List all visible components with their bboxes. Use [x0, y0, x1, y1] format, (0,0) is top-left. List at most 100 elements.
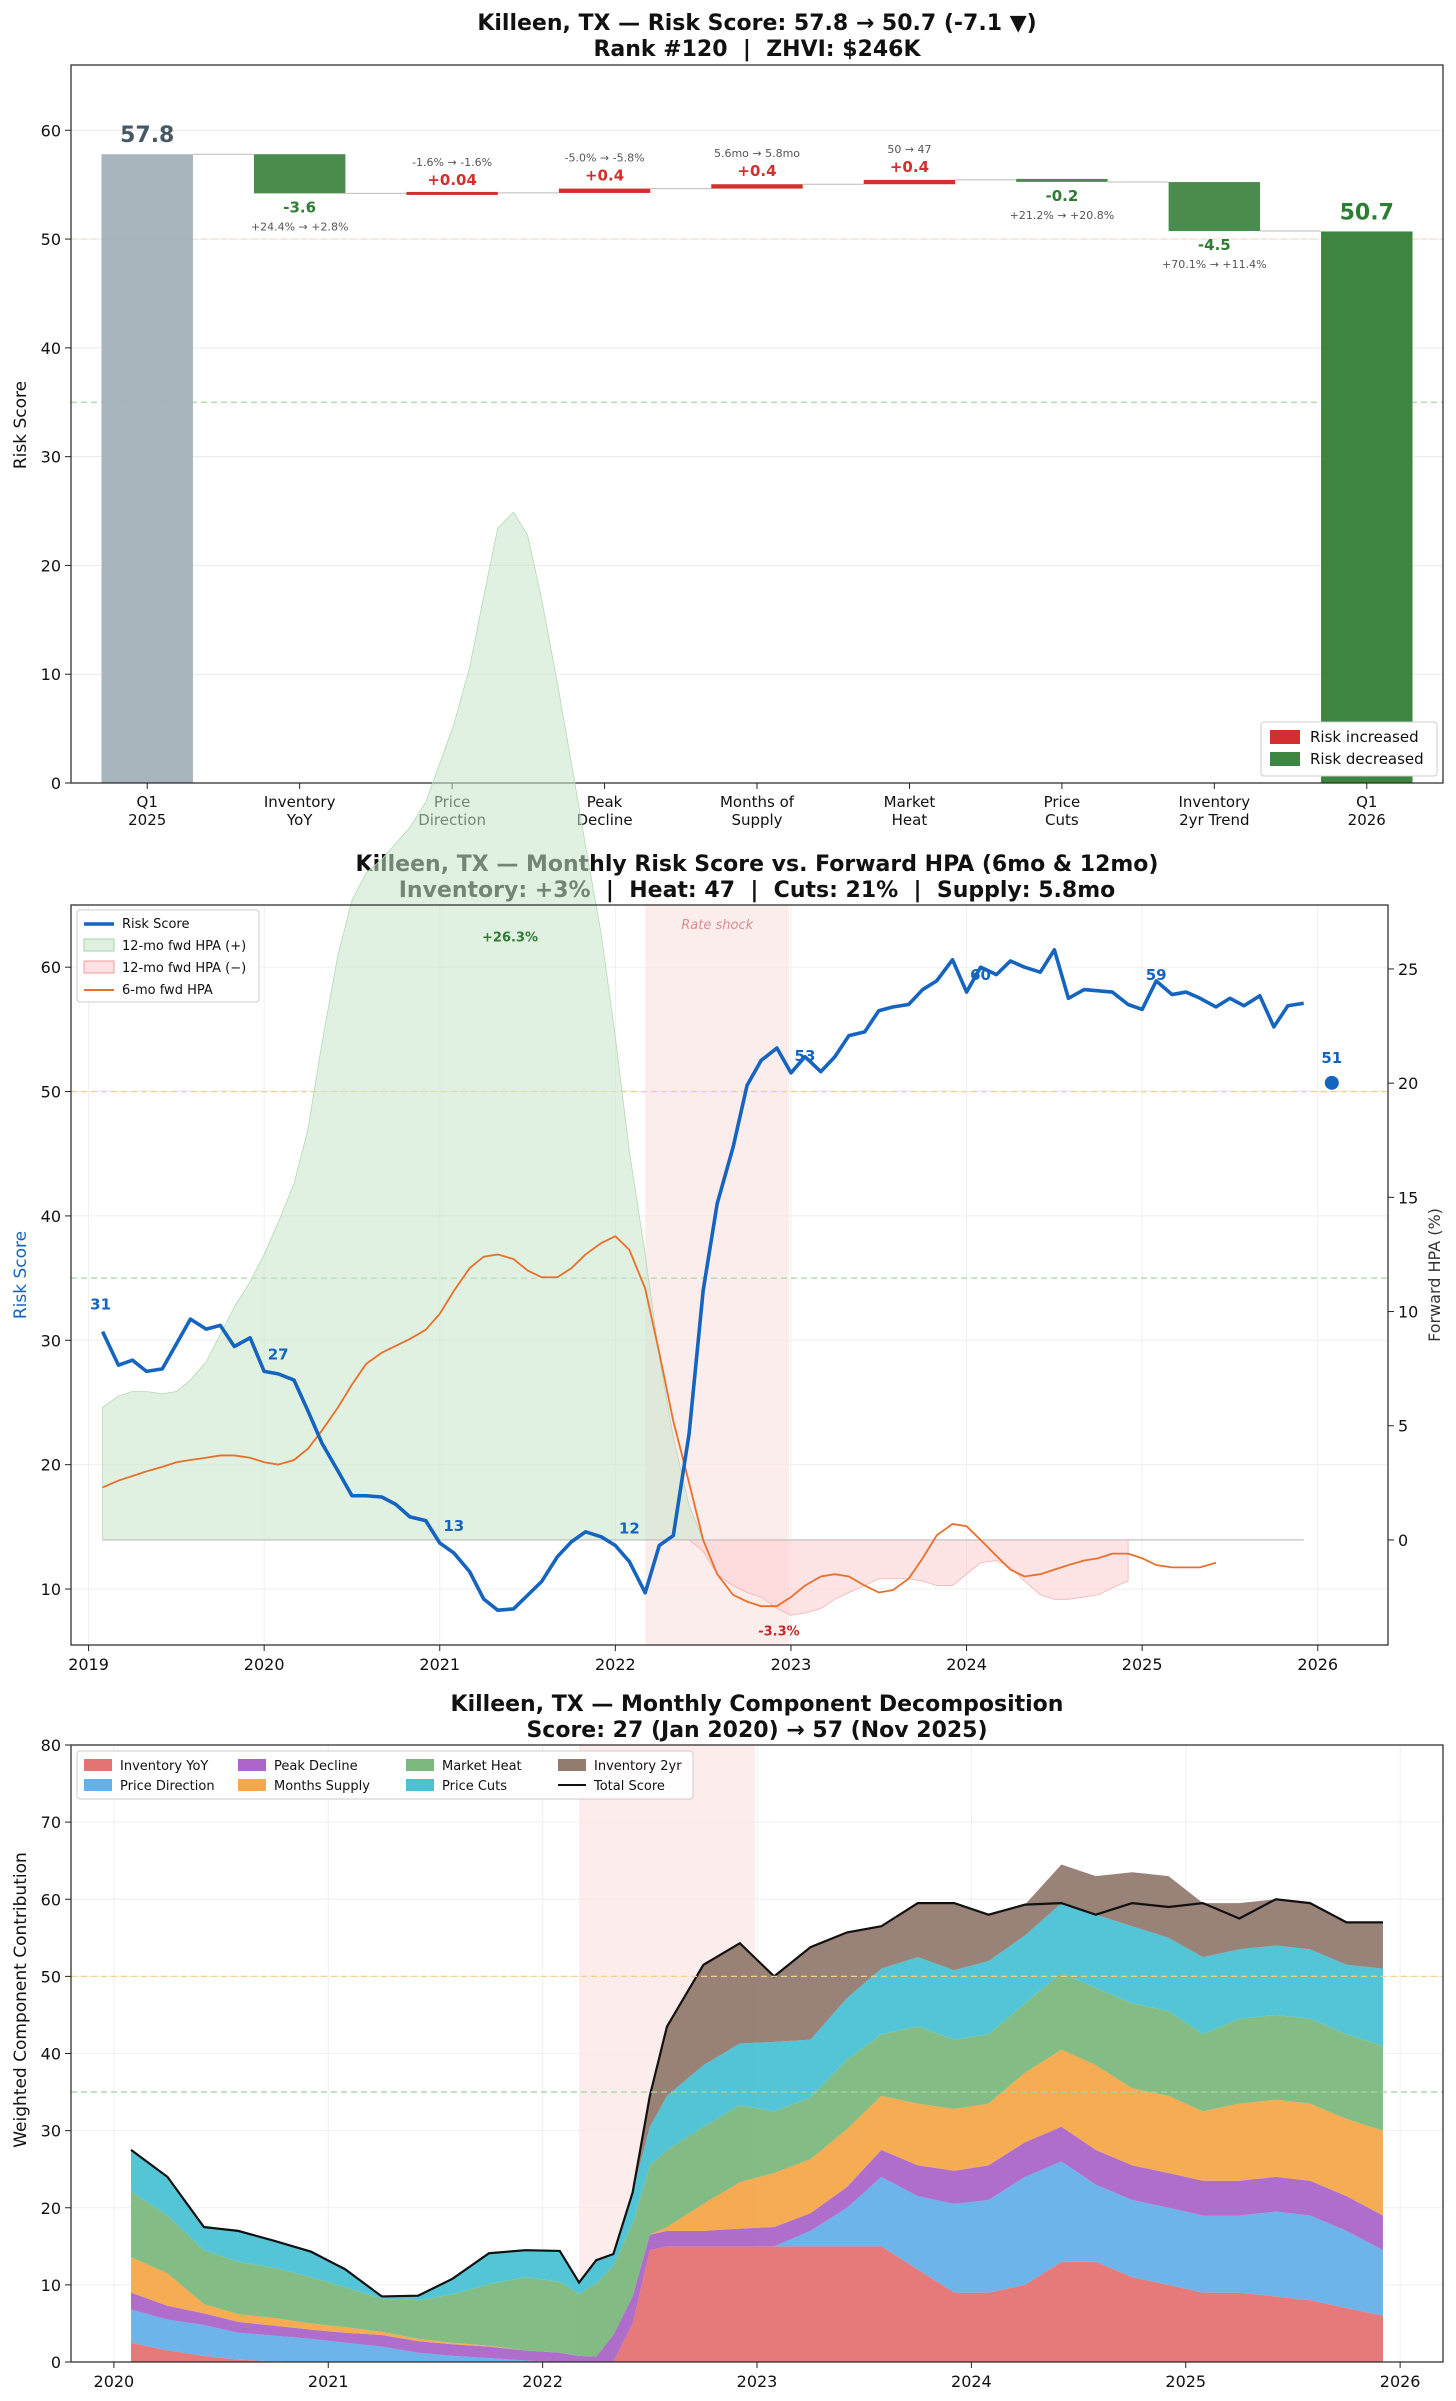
y-right-tick-label: 0: [1398, 1531, 1408, 1550]
legend-swatch-decrease: [1270, 752, 1300, 766]
x-tick-label: 2025: [128, 811, 166, 829]
x-tick-label: 2020: [244, 1655, 285, 1674]
legend-label-hpa-pos: 12-mo fwd HPA (+): [122, 939, 246, 954]
y-tick-label: 10: [41, 1580, 61, 1599]
legend-label-hpa-neg: 12-mo fwd HPA (−): [122, 961, 246, 976]
x-tick-label: Supply: [731, 811, 782, 829]
y-right-tick-label: 25: [1398, 960, 1418, 979]
x-tick-label: 2024: [951, 2372, 992, 2391]
legend-label-increase: Risk increased: [1310, 728, 1419, 746]
hpa-trough-annotation: -3.3%: [758, 1625, 799, 1640]
waterfall-bar: [1168, 182, 1261, 232]
legend-swatch: [558, 1759, 586, 1771]
waterfall-bar: [101, 154, 193, 783]
x-tick-label: 2023: [737, 2372, 778, 2391]
y-tick-label: 30: [41, 2122, 61, 2141]
legend-label: Price Cuts: [442, 1779, 507, 1794]
legend-label: Months Supply: [274, 1779, 370, 1794]
bar-detail-label: +70.1% → +11.4%: [1162, 258, 1267, 271]
hpa-legend: Risk Score 12-mo fwd HPA (+) 12-mo fwd H…: [76, 909, 260, 1003]
legend-label: Inventory 2yr: [594, 1759, 682, 1774]
hpa-left-axis-label: Risk Score: [11, 1231, 31, 1319]
x-tick-label: Inventory: [1179, 793, 1251, 811]
bar-detail-label: -1.6% → -1.6%: [412, 156, 492, 169]
x-tick-label: 2019: [68, 1655, 109, 1674]
legend-swatch-increase: [1270, 730, 1300, 744]
risk-annotation: 27: [268, 1345, 289, 1363]
y-tick-label: 60: [41, 1890, 61, 1909]
decomp-legend: Inventory YoY Price Direction Peak Decline…: [76, 1750, 694, 1800]
x-tick-label: Heat: [892, 811, 928, 829]
y-tick-label: 20: [41, 556, 61, 575]
x-tick-label: 2023: [771, 1655, 812, 1674]
risk-annotation: 13: [443, 1517, 464, 1535]
y-tick-label: 40: [41, 2045, 61, 2064]
legend-swatch: [406, 1779, 434, 1791]
x-tick-label: 2021: [308, 2372, 349, 2391]
total-score-line: [130, 1898, 1383, 2298]
x-tick-label: Peak: [587, 793, 623, 811]
x-tick-label: Inventory: [264, 793, 336, 811]
bar-value-label: +0.04: [427, 171, 477, 189]
waterfall-bar: [1321, 231, 1413, 784]
x-tick-label: 2026: [1297, 1655, 1338, 1674]
legend-label-hpa6: 6-mo fwd HPA: [122, 983, 213, 998]
area-peak-decline: [131, 2126, 1383, 2362]
area-inventory-yoy: [131, 2246, 1383, 2362]
y-tick-label: 10: [41, 665, 61, 684]
y-tick-label: 60: [41, 121, 61, 140]
bar-detail-label: 5.6mo → 5.8mo: [714, 147, 800, 160]
area-market-heat: [131, 1972, 1383, 2357]
x-tick-label: Cuts: [1045, 811, 1079, 829]
area-price-cuts: [131, 1903, 1383, 2301]
x-tick-label: Months of: [720, 793, 795, 811]
bar-value-label: -3.6: [283, 198, 316, 216]
waterfall-bar: [253, 154, 346, 194]
y-tick-label: 40: [41, 339, 61, 358]
x-tick-label: 2020: [94, 2372, 135, 2391]
bar-detail-label: 50 → 47: [887, 143, 931, 156]
y-tick-label: 40: [41, 1207, 61, 1226]
legend-swatch-hpa-pos: [83, 938, 115, 952]
area-months-supply: [131, 2049, 1383, 2357]
x-tick-label: Decline: [577, 811, 633, 829]
x-tick-label: 2025: [1122, 1655, 1163, 1674]
legend-label: Market Heat: [442, 1759, 522, 1774]
legend-swatch: [406, 1759, 434, 1771]
x-tick-label: 2026: [1380, 2372, 1421, 2391]
current-score-marker: [1324, 1075, 1339, 1090]
hpa-right-axis-label: Forward HPA (%): [1425, 1208, 1444, 1342]
bar-value-label: +0.4: [890, 158, 929, 176]
y-tick-label: 20: [41, 2199, 61, 2218]
y-right-tick-label: 10: [1398, 1303, 1418, 1322]
y-tick-label: 10: [41, 2276, 61, 2295]
waterfall-bar: [863, 179, 956, 185]
y-tick-label: 20: [41, 1456, 61, 1475]
risk-annotation: 53: [795, 1047, 816, 1065]
decomp-title-line1: Killeen, TX — Monthly Component Decompos…: [451, 1692, 1064, 1717]
waterfall-bar: [558, 188, 651, 193]
y-right-tick-label: 5: [1398, 1417, 1408, 1436]
waterfall-y-axis-label: Risk Score: [11, 381, 31, 469]
x-tick-label: Q1: [1356, 793, 1377, 811]
y-right-tick-label: 15: [1398, 1188, 1418, 1207]
y-tick-label: 30: [41, 1331, 61, 1350]
component-decomposition-chart: Killeen, TX — Monthly Component Decompos…: [11, 1692, 1444, 2391]
bar-detail-label: -5.0% → -5.8%: [565, 152, 645, 165]
y-tick-label: 0: [51, 2353, 61, 2372]
x-tick-label: Market: [884, 793, 936, 811]
legend-swatch-hpa-neg: [83, 960, 115, 974]
y-tick-label: 80: [41, 1736, 61, 1755]
x-tick-label: Q1: [137, 793, 158, 811]
rate-shock-label: Rate shock: [681, 918, 753, 933]
bar-value-label: -0.2: [1045, 187, 1078, 205]
risk-annotation: 59: [1146, 966, 1167, 984]
bar-value-label: 50.7: [1340, 200, 1394, 225]
legend-swatch: [84, 1779, 112, 1791]
area-price-direction: [131, 2161, 1383, 2362]
legend-label: Total Score: [593, 1779, 665, 1794]
bar-value-label: -4.5: [1198, 236, 1231, 254]
y-tick-label: 30: [41, 448, 61, 467]
y-right-tick-label: 20: [1398, 1074, 1418, 1093]
